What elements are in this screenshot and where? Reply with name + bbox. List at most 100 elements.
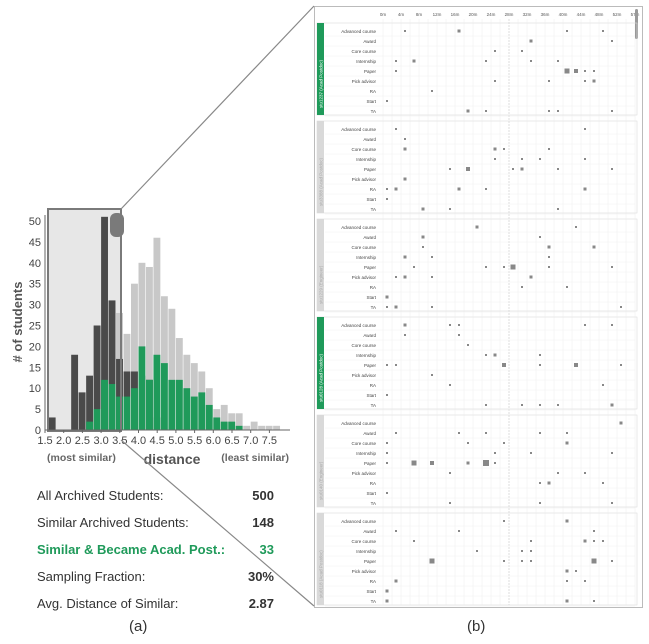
event-marker [565,569,569,573]
event-marker [458,324,460,326]
y-tick-label: 5 [35,404,41,416]
bar-similar [71,354,79,430]
student-id-label: stu0128 (Acad Postdoc) [319,353,324,402]
event-marker [475,225,479,229]
event-marker [602,540,604,542]
y-tick-label: 10 [29,383,41,395]
event-row-label: Award [363,431,376,436]
timeline-axis-label: 24m [487,12,496,17]
event-marker [385,599,389,603]
timeline-axis-label: 36m [541,12,550,17]
event-marker [467,442,469,444]
event-marker [404,30,406,32]
event-marker [547,245,551,249]
stat-label: Avg. Distance of Similar: [37,596,179,611]
event-marker [395,276,397,278]
x-tick-label: 5.5 [187,435,202,447]
event-row-label: Start [366,197,376,202]
event-marker [510,264,516,270]
event-marker [457,187,461,191]
stat-row: Sampling Fraction: 30% [37,569,274,584]
bar-became_acad_post [235,425,243,430]
event-marker [422,246,424,248]
timeline-axis-label: 16m [451,12,460,17]
event-marker [431,306,433,308]
bar-became_acad_post [228,421,236,430]
timeline-axis-label: 0m [380,12,387,17]
y-tick-label: 30 [29,300,41,312]
y-axis-label: # of students [10,282,25,363]
event-marker [411,460,417,466]
event-row-label: TA [371,207,376,212]
event-marker [565,441,569,445]
event-marker [548,256,550,258]
bar-became_acad_post [108,384,116,430]
event-marker [566,580,568,582]
event-marker [395,432,397,434]
event-marker [395,128,397,130]
stat-label: Similar & Became Acad. Post.: [37,542,226,557]
event-marker [385,295,389,299]
event-marker [584,70,586,72]
x-tick-label: 7.5 [262,435,277,447]
event-row-label: Internship [356,353,376,358]
bar-all [131,283,138,430]
event-marker [430,461,434,465]
student-band [317,415,324,507]
event-marker [611,168,613,170]
x-tick-label: 4.0 [131,435,146,447]
event-marker [539,354,541,356]
event-row-label: Award [363,137,376,142]
event-marker [421,235,425,239]
event-marker [591,558,597,564]
x-tick-label: 7.0 [243,435,258,447]
event-marker [557,404,559,406]
bar-similar [116,358,123,430]
selection-resize-handle [110,213,124,237]
bar-all [250,421,258,430]
event-marker [593,540,595,542]
student-timeline-panel[interactable]: 0m4m8m12m16m20m24m28m32m36m40m44m48m52m5… [314,6,643,608]
event-marker [386,100,388,102]
event-marker [395,364,397,366]
bar-similar [101,216,108,430]
event-row-label: Paper [364,167,377,172]
event-row-label: Advanced course [341,323,376,328]
event-marker [494,80,496,82]
event-marker [539,482,541,484]
event-marker [611,40,613,42]
y-tick-label: 45 [29,237,41,249]
event-row-label: Paper [364,363,377,368]
event-marker [404,138,406,140]
student-band [317,219,324,311]
event-marker [386,198,388,200]
event-row-label: Advanced course [341,225,376,230]
y-tick-label: 40 [29,258,41,270]
event-marker [394,579,398,583]
event-marker [521,50,523,52]
bar-became_acad_post [205,404,213,430]
event-marker [539,158,541,160]
stat-row: Avg. Distance of Similar: 2.87 [37,596,274,611]
event-marker [503,266,505,268]
event-marker [530,540,532,542]
event-marker [548,110,550,112]
bar-became_acad_post [138,346,146,430]
event-marker [548,266,550,268]
event-marker [458,530,460,532]
event-marker [449,502,451,504]
event-marker [476,550,478,552]
event-marker [530,452,532,454]
event-marker [566,432,568,434]
event-marker [539,364,541,366]
event-row-label: Paper [364,69,377,74]
event-row-label: RA [370,383,376,388]
event-row-label: Internship [356,549,376,554]
event-row-label: Paper [364,559,377,564]
event-row-label: TA [371,599,376,604]
event-row-label: Advanced course [341,127,376,132]
bar-became_acad_post [213,417,221,430]
event-marker [592,79,596,83]
event-marker [493,147,497,151]
event-row-label: RA [370,187,376,192]
